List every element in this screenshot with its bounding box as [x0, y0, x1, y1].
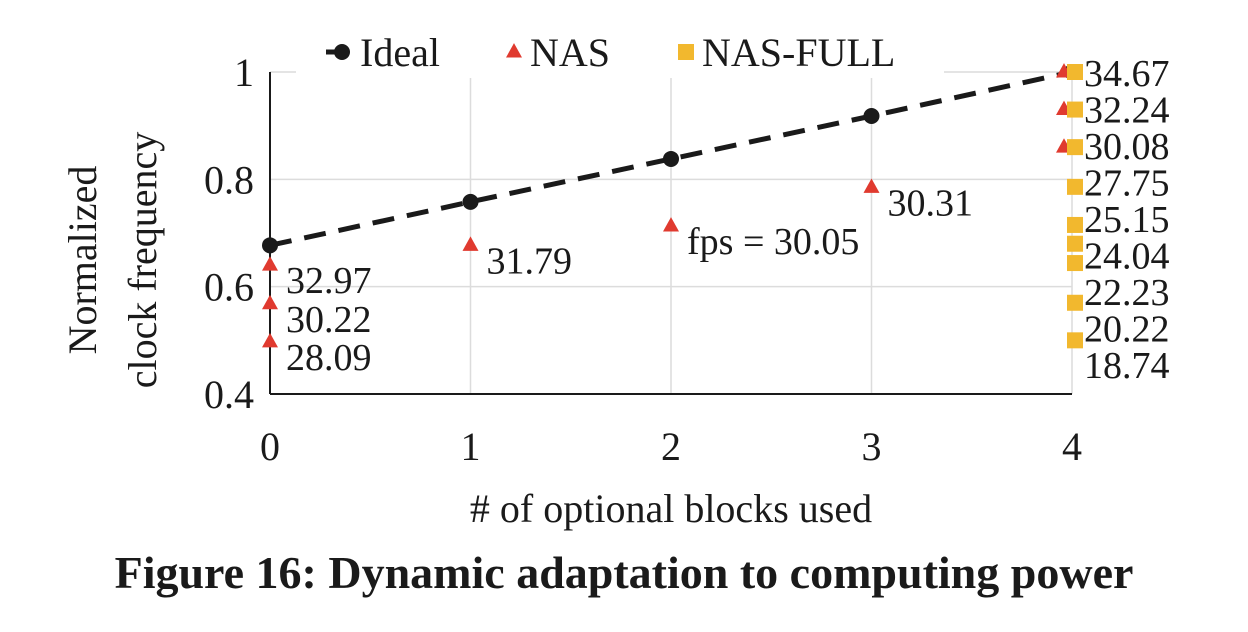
nas-full-point — [1067, 64, 1083, 80]
nas-full-data-label: 20.22 — [1084, 309, 1170, 351]
nas-full-point — [1067, 235, 1083, 252]
nas-point — [262, 294, 278, 310]
nas-point — [663, 217, 679, 232]
y-axis-title-line: clock frequency — [120, 132, 165, 389]
nas-data-label: 28.09 — [286, 337, 372, 379]
y-tick-label: 0.6 — [204, 265, 254, 310]
y-tick-label: 0.4 — [204, 372, 254, 417]
nas-full-point — [1067, 294, 1083, 311]
y-axis-title: Normalized clock frequency — [60, 132, 165, 389]
nas-full-data-label: 24.04 — [1084, 236, 1170, 278]
nas-data-label: 32.97 — [286, 260, 372, 302]
x-tick-label: 3 — [862, 424, 882, 469]
nas-full-data-label: 30.08 — [1084, 126, 1170, 168]
nas-data-label: 30.31 — [888, 182, 974, 224]
nas-full-point — [1067, 101, 1083, 118]
nas-full-data-label: 34.67 — [1084, 53, 1170, 95]
nas-full-data-label: 25.15 — [1084, 199, 1170, 241]
nas-point — [462, 236, 479, 251]
nas-full-data-label: 22.23 — [1084, 272, 1170, 314]
nas-full-point — [1067, 216, 1083, 233]
nas-full-point — [1067, 178, 1083, 195]
legend-ideal-label: Ideal — [360, 30, 440, 75]
nas-data-label: 31.79 — [487, 240, 573, 282]
nas-point — [262, 333, 278, 348]
y-tick-label: 0.8 — [204, 157, 254, 202]
x-tick-label: 0 — [260, 424, 280, 469]
ideal-point — [863, 108, 880, 125]
legend-nas-full-label: NAS-FULL — [702, 30, 895, 75]
nas-full-point — [1067, 332, 1083, 349]
nas-full-point — [1067, 139, 1083, 156]
legend-ideal-marker — [334, 44, 350, 60]
legend-background — [296, 22, 944, 78]
x-tick-label: 1 — [461, 424, 481, 469]
figure-caption: Figure 16: Dynamic adaptation to computi… — [114, 547, 1134, 598]
ideal-point — [262, 237, 278, 254]
ideal-point — [663, 150, 679, 167]
ideal-line — [269, 69, 1073, 248]
nas-data-label: fps = 30.05 — [687, 221, 859, 263]
nas-point — [863, 178, 880, 193]
x-axis-title: # of optional blocks used — [470, 486, 872, 531]
nas-full-data-label: 27.75 — [1084, 163, 1170, 205]
ideal-point — [462, 193, 479, 210]
y-tick-label: 1 — [234, 50, 254, 95]
nas-full-data-label: 32.24 — [1084, 90, 1170, 132]
x-tick-label: 2 — [661, 424, 681, 469]
nas-full-point — [1067, 255, 1083, 272]
legend-nas-label: NAS — [530, 30, 610, 75]
x-tick-label: 4 — [1062, 424, 1082, 469]
nas-full-data-label: 18.74 — [1084, 345, 1170, 387]
nas-point — [262, 256, 278, 271]
y-axis-title-line: Normalized — [60, 166, 105, 355]
nas-data-label: 30.22 — [286, 299, 372, 341]
legend-nas-marker — [506, 43, 522, 58]
chart: 0 1 2 3 4 0.4 0.6 0.8 1 # of optional blocks used… — [60, 22, 1170, 531]
legend-nas-full-marker — [678, 44, 694, 60]
